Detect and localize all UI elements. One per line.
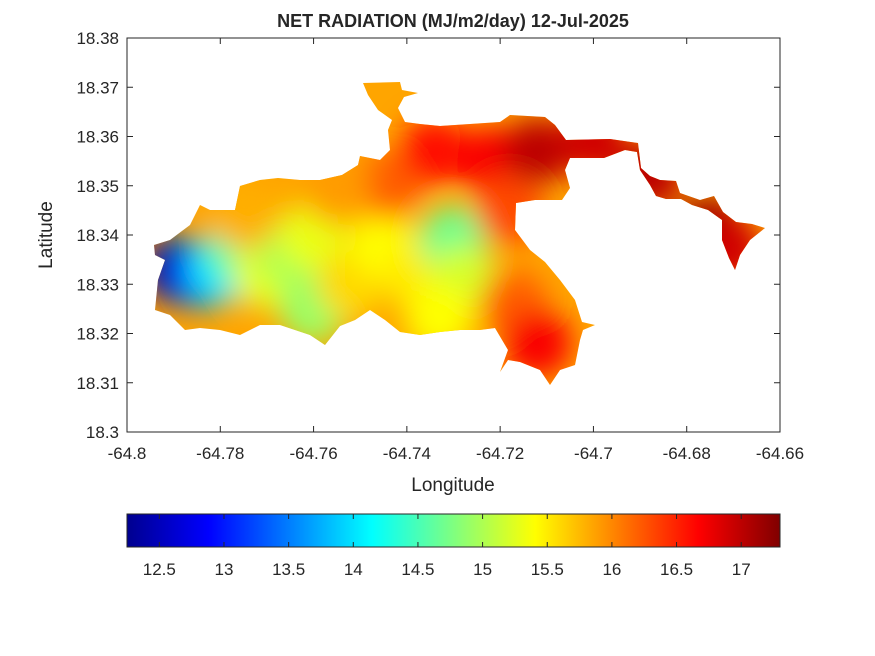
y-tick-label: 18.3 <box>86 423 119 442</box>
y-axis: 18.3 18.31 18.32 18.33 18.34 18.35 18.36 18.37 1… <box>76 29 780 442</box>
y-tick-label: 18.34 <box>76 226 119 245</box>
heat-point <box>354 151 423 220</box>
x-tick-label: -64.74 <box>383 444 431 463</box>
colorbar-tick-label: 17 <box>732 560 751 579</box>
y-axis-label: Latitude <box>36 201 57 269</box>
y-tick-label: 18.33 <box>76 275 119 294</box>
x-tick-label: -64.78 <box>196 444 244 463</box>
colorbar-tick-label: 13 <box>215 560 234 579</box>
y-tick-label: 18.32 <box>76 325 119 344</box>
x-tick-label: -64.8 <box>108 444 147 463</box>
y-tick-label: 18.36 <box>76 128 119 147</box>
x-axis: -64.8 -64.78 -64.76 -64.74 -64.72 -64.7 -64.68… <box>108 38 804 463</box>
y-tick-label: 18.37 <box>76 78 119 97</box>
chart-title: NET RADIATION (MJ/m2/day) 12-Jul-2025 <box>277 11 629 31</box>
x-tick-label: -64.7 <box>574 444 613 463</box>
x-tick-label: -64.72 <box>476 444 524 463</box>
x-tick-label: -64.66 <box>756 444 804 463</box>
colorbar-tick-label: 12.5 <box>143 560 176 579</box>
colorbar-gradient <box>126 513 781 548</box>
x-tick-label: -64.76 <box>289 444 337 463</box>
colorbar-tick-label: 15.5 <box>531 560 564 579</box>
colorbar-tick-label: 15 <box>473 560 492 579</box>
y-tick-label: 18.35 <box>76 177 119 196</box>
colorbar-tick-label: 14 <box>344 560 363 579</box>
colorbar-tick-label: 14.5 <box>401 560 434 579</box>
colorbar-tick-label: 13.5 <box>272 560 305 579</box>
heat-point <box>400 117 469 186</box>
x-tick-label: -64.68 <box>663 444 711 463</box>
colorbar-tick-label: 16 <box>602 560 621 579</box>
y-tick-label: 18.38 <box>76 29 119 48</box>
colorbar-ticks: 12.5 13 13.5 14 14.5 15 15.5 16 16.5 17 <box>143 514 751 579</box>
colorbar-tick-label: 16.5 <box>660 560 693 579</box>
x-axis-label: Longitude <box>411 475 494 496</box>
heat-point <box>503 117 572 186</box>
colorbar: 12.5 13 13.5 14 14.5 15 15.5 16 16.5 17 <box>126 513 781 579</box>
y-tick-label: 18.31 <box>76 374 119 393</box>
heat-point <box>503 309 572 378</box>
